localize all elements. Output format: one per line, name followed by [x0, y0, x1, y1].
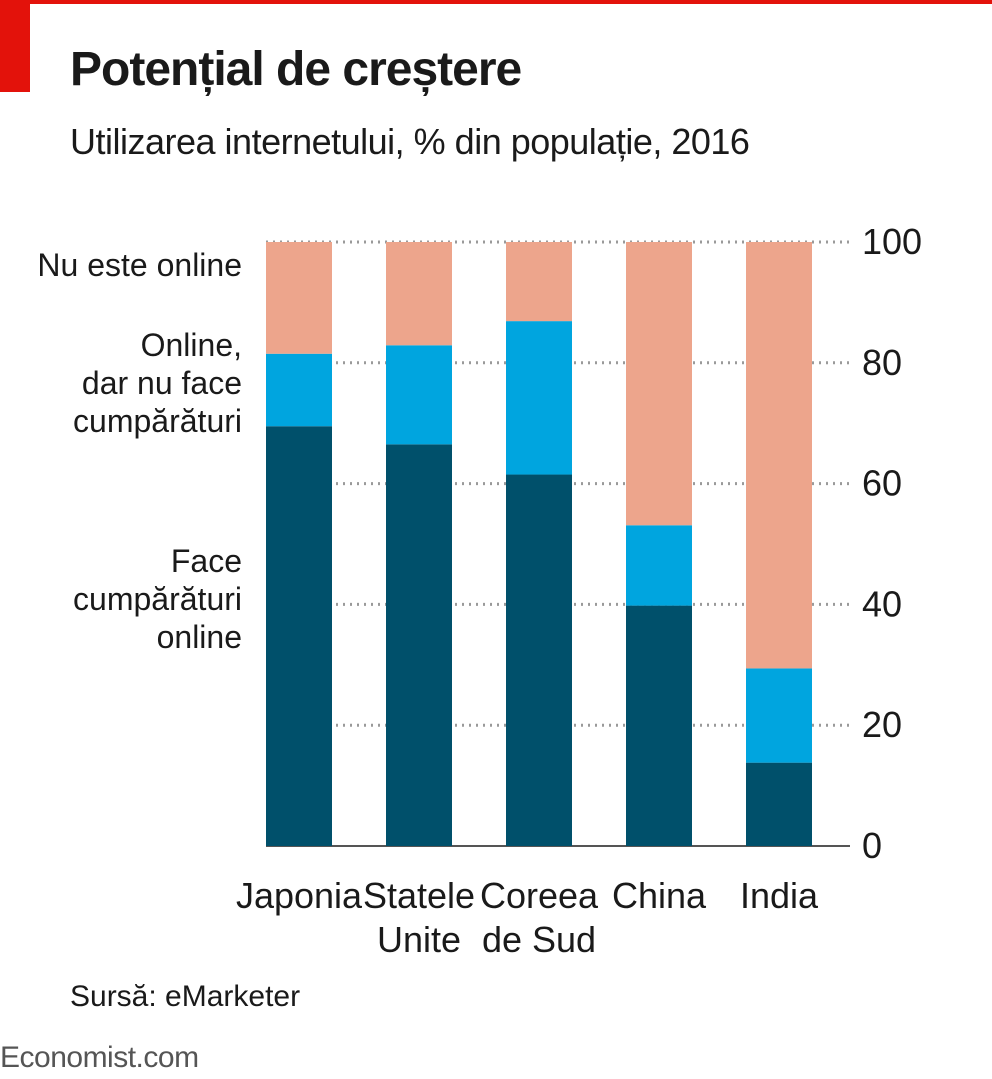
bar-segment — [506, 242, 572, 322]
brand-logo-text: Economist.com — [0, 1041, 199, 1074]
legend-label: Online, — [141, 327, 242, 363]
legend-label: cumpărături — [73, 403, 242, 439]
bar-segment — [386, 242, 452, 346]
category-label: India — [740, 875, 819, 916]
bar-segment — [746, 242, 812, 669]
category-label: Coreea — [480, 875, 599, 916]
bar-segment — [746, 762, 812, 846]
chart-subtitle: Utilizarea internetului, % din populație… — [70, 121, 750, 162]
top-rule — [0, 0, 992, 4]
y-tick-label: 40 — [862, 583, 902, 624]
legend-label: Face — [171, 543, 242, 579]
source-note: Sursă: eMarketer — [70, 980, 301, 1013]
legend-label: cumpărături — [73, 581, 242, 617]
y-axis: 0 20 40 60 80 100 — [862, 221, 922, 866]
brand-red-tab — [0, 0, 30, 92]
category-label: Japonia — [236, 875, 363, 916]
y-tick-label: 60 — [862, 463, 902, 504]
bar-segment — [506, 474, 572, 846]
bars — [266, 242, 812, 846]
category-label: de Sud — [482, 919, 596, 960]
chart-title: Potențial de creștere — [70, 43, 522, 96]
category-label: Statele — [363, 875, 475, 916]
category-label: China — [612, 875, 707, 916]
bar-segment — [506, 321, 572, 475]
legend-label: Nu este online — [37, 247, 242, 283]
legend-label: online — [157, 619, 242, 655]
y-tick-label: 100 — [862, 221, 922, 262]
bar-segment — [626, 605, 692, 846]
bar-segment — [386, 444, 452, 846]
legend-label: dar nu face — [82, 365, 242, 401]
bar-segment — [386, 345, 452, 445]
category-label: Unite — [377, 919, 461, 960]
bar-segment — [266, 426, 332, 846]
y-tick-label: 20 — [862, 704, 902, 745]
bar-segment — [626, 242, 692, 526]
bar-segment — [746, 668, 812, 763]
bar-segment — [626, 525, 692, 606]
bar-segment — [266, 242, 332, 354]
y-tick-label: 80 — [862, 342, 902, 383]
bar-segment — [266, 353, 332, 427]
y-tick-label: 0 — [862, 825, 882, 866]
